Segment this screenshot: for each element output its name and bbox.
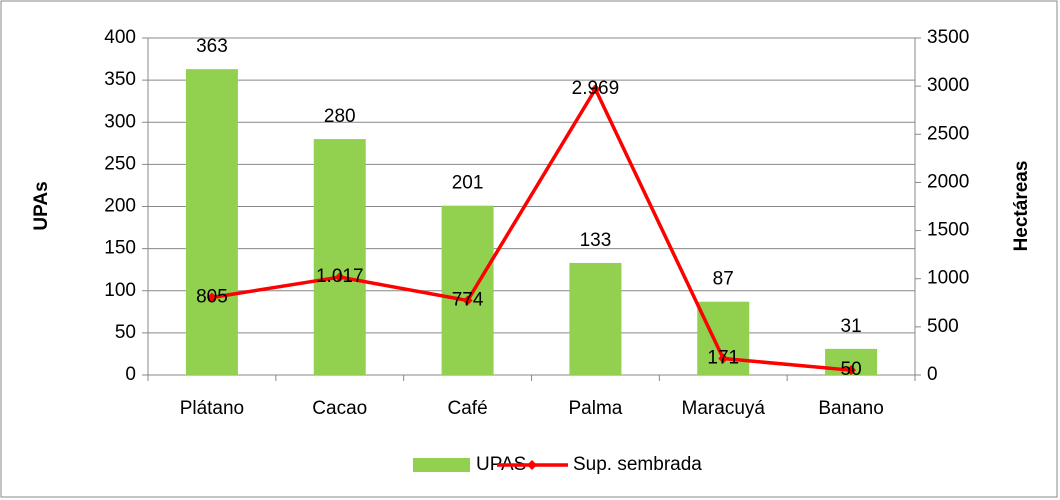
- bar-label: 133: [580, 230, 612, 251]
- line-marker: [718, 353, 729, 364]
- line-marker: [206, 292, 217, 303]
- y-tick-label: 400: [104, 27, 136, 48]
- bar: [313, 139, 366, 375]
- line-label: 805: [196, 287, 228, 308]
- y-tick-label: 250: [104, 153, 136, 174]
- line-label: 2.969: [572, 78, 620, 99]
- line-marker: [334, 272, 345, 283]
- bar-label: 87: [713, 269, 734, 290]
- line: [211, 87, 852, 372]
- line-marker: [590, 84, 601, 95]
- line-label: 171: [707, 348, 739, 369]
- line-marker: [846, 365, 857, 376]
- line-label: 50: [841, 359, 862, 380]
- y-tick-label: 0: [125, 364, 136, 385]
- y2-tick-label: 1000: [927, 268, 969, 289]
- bar-label: 363: [196, 36, 228, 57]
- legend-swatch: [413, 458, 470, 472]
- bar-label: 201: [452, 173, 484, 194]
- y2-tick-label: 500: [927, 316, 959, 337]
- y-tick-label: 50: [115, 322, 136, 343]
- y2-tick-label: 2000: [927, 171, 969, 192]
- x-tick-label: Banano: [818, 398, 884, 419]
- bar-label: 280: [324, 106, 356, 127]
- bar: [569, 262, 622, 375]
- bar: [441, 205, 494, 375]
- y-tick-label: 100: [104, 280, 136, 301]
- x-tick-label: Café: [448, 398, 488, 419]
- y-axis-title: UPAs: [31, 181, 52, 230]
- y2-tick-label: 3000: [927, 75, 969, 96]
- y-tick-label: 200: [104, 196, 136, 217]
- y-tick-label: 350: [104, 69, 136, 90]
- y2-tick-label: 3500: [927, 27, 969, 48]
- y2-tick-label: 1500: [927, 220, 969, 241]
- y2-tick-label: 2500: [927, 123, 969, 144]
- y2-tick-label: 0: [927, 364, 938, 385]
- legend-label: Sup. sembrada: [573, 454, 702, 475]
- bar: [185, 69, 238, 376]
- x-tick-label: Cacao: [312, 398, 367, 419]
- legend-marker: [527, 460, 537, 470]
- line-label: 774: [452, 289, 484, 310]
- y-tick-label: 300: [104, 111, 136, 132]
- x-tick-label: Maracuyá: [682, 398, 766, 419]
- line-marker: [462, 295, 473, 306]
- y2-axis-title: Hectáreas: [1011, 161, 1032, 252]
- y-tick-label: 150: [104, 238, 136, 259]
- bar-label: 31: [841, 316, 862, 337]
- x-tick-label: Plátano: [180, 398, 244, 419]
- x-tick-label: Palma: [568, 398, 622, 419]
- line-label: 1.017: [316, 266, 364, 287]
